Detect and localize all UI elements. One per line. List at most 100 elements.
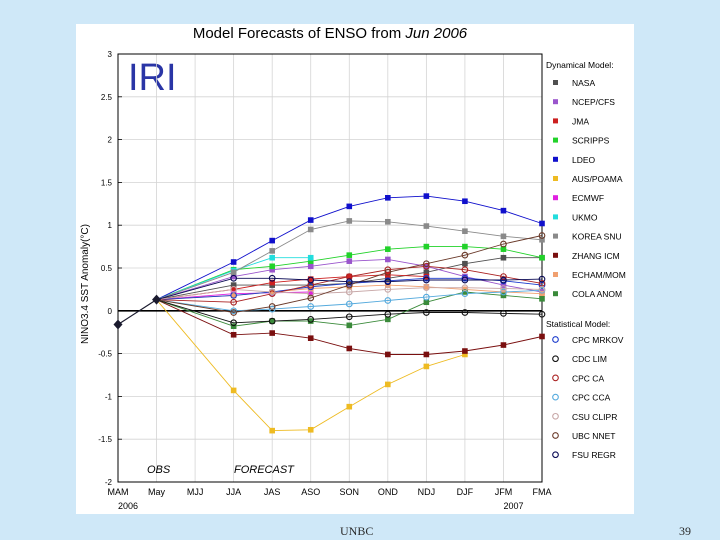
point-cola-anom (539, 296, 545, 302)
obs-label: OBS (147, 464, 171, 476)
point-zhang-icm (230, 331, 237, 338)
point-ubc-nnet (461, 251, 469, 259)
chart-title: Model Forecasts of ENSO from Jun 2006 (193, 25, 468, 42)
point-jma (230, 286, 237, 293)
legend-marker-nasa (553, 80, 558, 85)
series-line-fsu-regr (156, 277, 543, 301)
point-ncep-cfs (307, 263, 314, 270)
series-line-ukmo (156, 257, 311, 301)
point-aus-poama (423, 363, 430, 370)
point-ldeo (423, 193, 430, 199)
point-cpc-cca (423, 293, 430, 301)
point-csu-clipr (500, 285, 507, 292)
page-number: 39 (679, 524, 691, 538)
point-ldeo (462, 198, 468, 205)
point-ldeo (346, 203, 353, 210)
year-label: 2006 (118, 501, 138, 511)
point-cola-anom (269, 318, 275, 324)
point-cola-anom (423, 299, 430, 306)
point-ecmwf (307, 289, 314, 295)
series-line-scripps (156, 246, 543, 301)
legend-marker-aus-poama (553, 176, 558, 181)
observed-point (152, 294, 162, 305)
legend-label-scripps: SCRIPPS (572, 136, 610, 146)
y-tick-label: -2 (105, 478, 113, 487)
point-aus-poama (462, 351, 468, 358)
x-tick-label: MAM (108, 487, 129, 497)
point-fsu-regr (230, 274, 237, 282)
point-cola-anom (230, 323, 237, 330)
legend-marker-ubc-nnet (552, 432, 559, 439)
point-cpc-cca (345, 300, 353, 308)
point-korea-snu (346, 218, 353, 224)
point-jma (307, 276, 314, 282)
legend-label-cola-anom: COLA ANOM (572, 289, 622, 299)
point-scripps (385, 246, 391, 252)
legend-label-korea-snu: KOREA SNU (572, 232, 622, 242)
point-csu-clipr (538, 286, 546, 293)
point-ncep-cfs (500, 282, 507, 288)
series-markers (113, 193, 546, 434)
point-korea-snu (423, 223, 430, 229)
point-cpc-ca (423, 262, 430, 270)
y-tick-label: -1 (105, 392, 113, 401)
point-cdc-lim (345, 313, 353, 321)
point-ubc-nnet (500, 240, 507, 248)
point-ubc-nnet (345, 281, 353, 289)
point-fsu-regr (500, 276, 507, 284)
y-tick-label: -0.5 (98, 350, 112, 359)
legend-label-ncep-cfs: NCEP/CFS (572, 97, 615, 107)
legend-marker-cpc-ca (552, 374, 559, 382)
point-korea-snu (230, 269, 237, 276)
series-line-ubc-nnet (156, 235, 543, 313)
series-line-cpc-ca (156, 265, 543, 303)
y-tick-label: 2.5 (101, 93, 113, 102)
point-ukmo (307, 254, 314, 261)
legend-marker-csu-clipr (552, 412, 559, 420)
series-line-cdc-lim (156, 299, 543, 324)
point-korea-snu (500, 233, 507, 240)
x-tick-label: JJA (226, 487, 241, 497)
point-ubc-nnet (384, 268, 392, 276)
legend-label-ukmo: UKMO (572, 212, 598, 222)
legend-marker-ncep-cfs (553, 99, 558, 105)
point-ubc-nnet (538, 232, 546, 239)
point-cpc-ca (461, 266, 469, 274)
legend-marker-cola-anom (553, 291, 558, 297)
point-cpc-cca (307, 303, 315, 310)
y-tick-label: 2 (108, 136, 113, 145)
point-cpc-cca (500, 288, 507, 296)
chart-canvas: Model Forecasts of ENSO from Jun 2006 IR… (80, 25, 626, 511)
legend-label-cpc-cca: CPC CCA (572, 393, 611, 403)
point-ldeo (307, 217, 314, 223)
point-cdc-lim (307, 316, 315, 323)
y-tick-label: 3 (108, 50, 113, 59)
series-line-zhang-icm (156, 299, 543, 355)
chart-title-prefix: Model Forecasts of ENSO from (193, 25, 406, 42)
series-line-korea-snu (156, 220, 543, 301)
point-cpc-cca (384, 297, 392, 304)
point-scripps (462, 243, 468, 250)
point-ncep-cfs (230, 273, 237, 280)
x-tick-label: FMA (533, 487, 552, 497)
point-echam-mom (230, 292, 237, 299)
point-csu-clipr (230, 286, 237, 293)
point-fsu-regr (345, 278, 353, 286)
point-korea-snu (269, 248, 275, 254)
point-cdc-lim (268, 317, 276, 325)
point-ldeo (385, 195, 391, 201)
legend-label-ecmwf: ECMWF (572, 193, 604, 203)
point-korea-snu (462, 228, 468, 234)
point-aus-poama (385, 381, 391, 388)
series-line-aus-poama (156, 299, 466, 432)
x-tick-label: ASO (301, 487, 320, 497)
legend-marker-jma (553, 118, 558, 124)
point-cola-anom (500, 292, 507, 299)
point-cola-anom (307, 318, 314, 324)
point-jma (346, 273, 353, 280)
point-cdc-lim (500, 310, 507, 317)
point-fsu-regr (423, 276, 430, 284)
y-tick-label: 0.5 (101, 264, 113, 273)
point-zhang-icm (462, 348, 468, 354)
legend-dynamical-title: Dynamical Model: (546, 60, 614, 70)
